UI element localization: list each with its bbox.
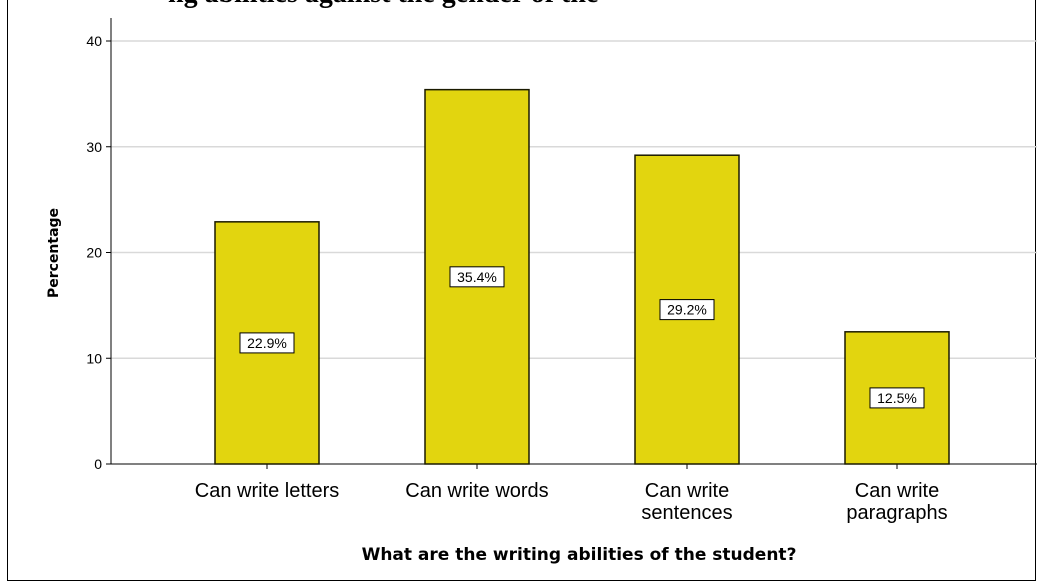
tick-labels: 0 10 20 30 40 Can write letters Can write word… bbox=[86, 33, 947, 524]
bar-chart: 22.9% 35.4% 29.2% 12.5% 0 10 20 30 40 Can write … bbox=[46, 18, 1037, 565]
data-label: 35.4% bbox=[457, 269, 497, 285]
category-label: Can write letters bbox=[195, 480, 340, 502]
category-label: Can write words bbox=[405, 480, 548, 502]
category-label: Can write paragraphs bbox=[846, 480, 947, 524]
data-label-box bbox=[659, 299, 715, 321]
y-tick-label: 40 bbox=[86, 33, 102, 49]
data-label-box bbox=[239, 332, 295, 354]
data-label-box bbox=[869, 387, 925, 409]
data-label: 29.2% bbox=[667, 302, 707, 318]
y-tick-label: 30 bbox=[86, 139, 102, 155]
chart-title-partial: ng abilities against the gender of the bbox=[168, 0, 598, 10]
category-label: Can write sentences bbox=[641, 480, 732, 524]
y-tick-label: 20 bbox=[86, 245, 102, 261]
y-tick-label: 0 bbox=[94, 456, 102, 472]
bars bbox=[214, 88, 950, 465]
data-label-box bbox=[449, 266, 505, 288]
data-labels: 22.9% 35.4% 29.2% 12.5% bbox=[239, 266, 925, 409]
data-label: 12.5% bbox=[877, 390, 917, 406]
data-label: 22.9% bbox=[247, 335, 287, 351]
y-axis-label: Percentage bbox=[46, 208, 62, 298]
chart-frame: ng abilities against the gender of the 2… bbox=[7, 0, 1037, 581]
y-tick-label: 10 bbox=[86, 350, 102, 366]
x-axis-label: What are the writing abilities of the st… bbox=[362, 545, 797, 565]
